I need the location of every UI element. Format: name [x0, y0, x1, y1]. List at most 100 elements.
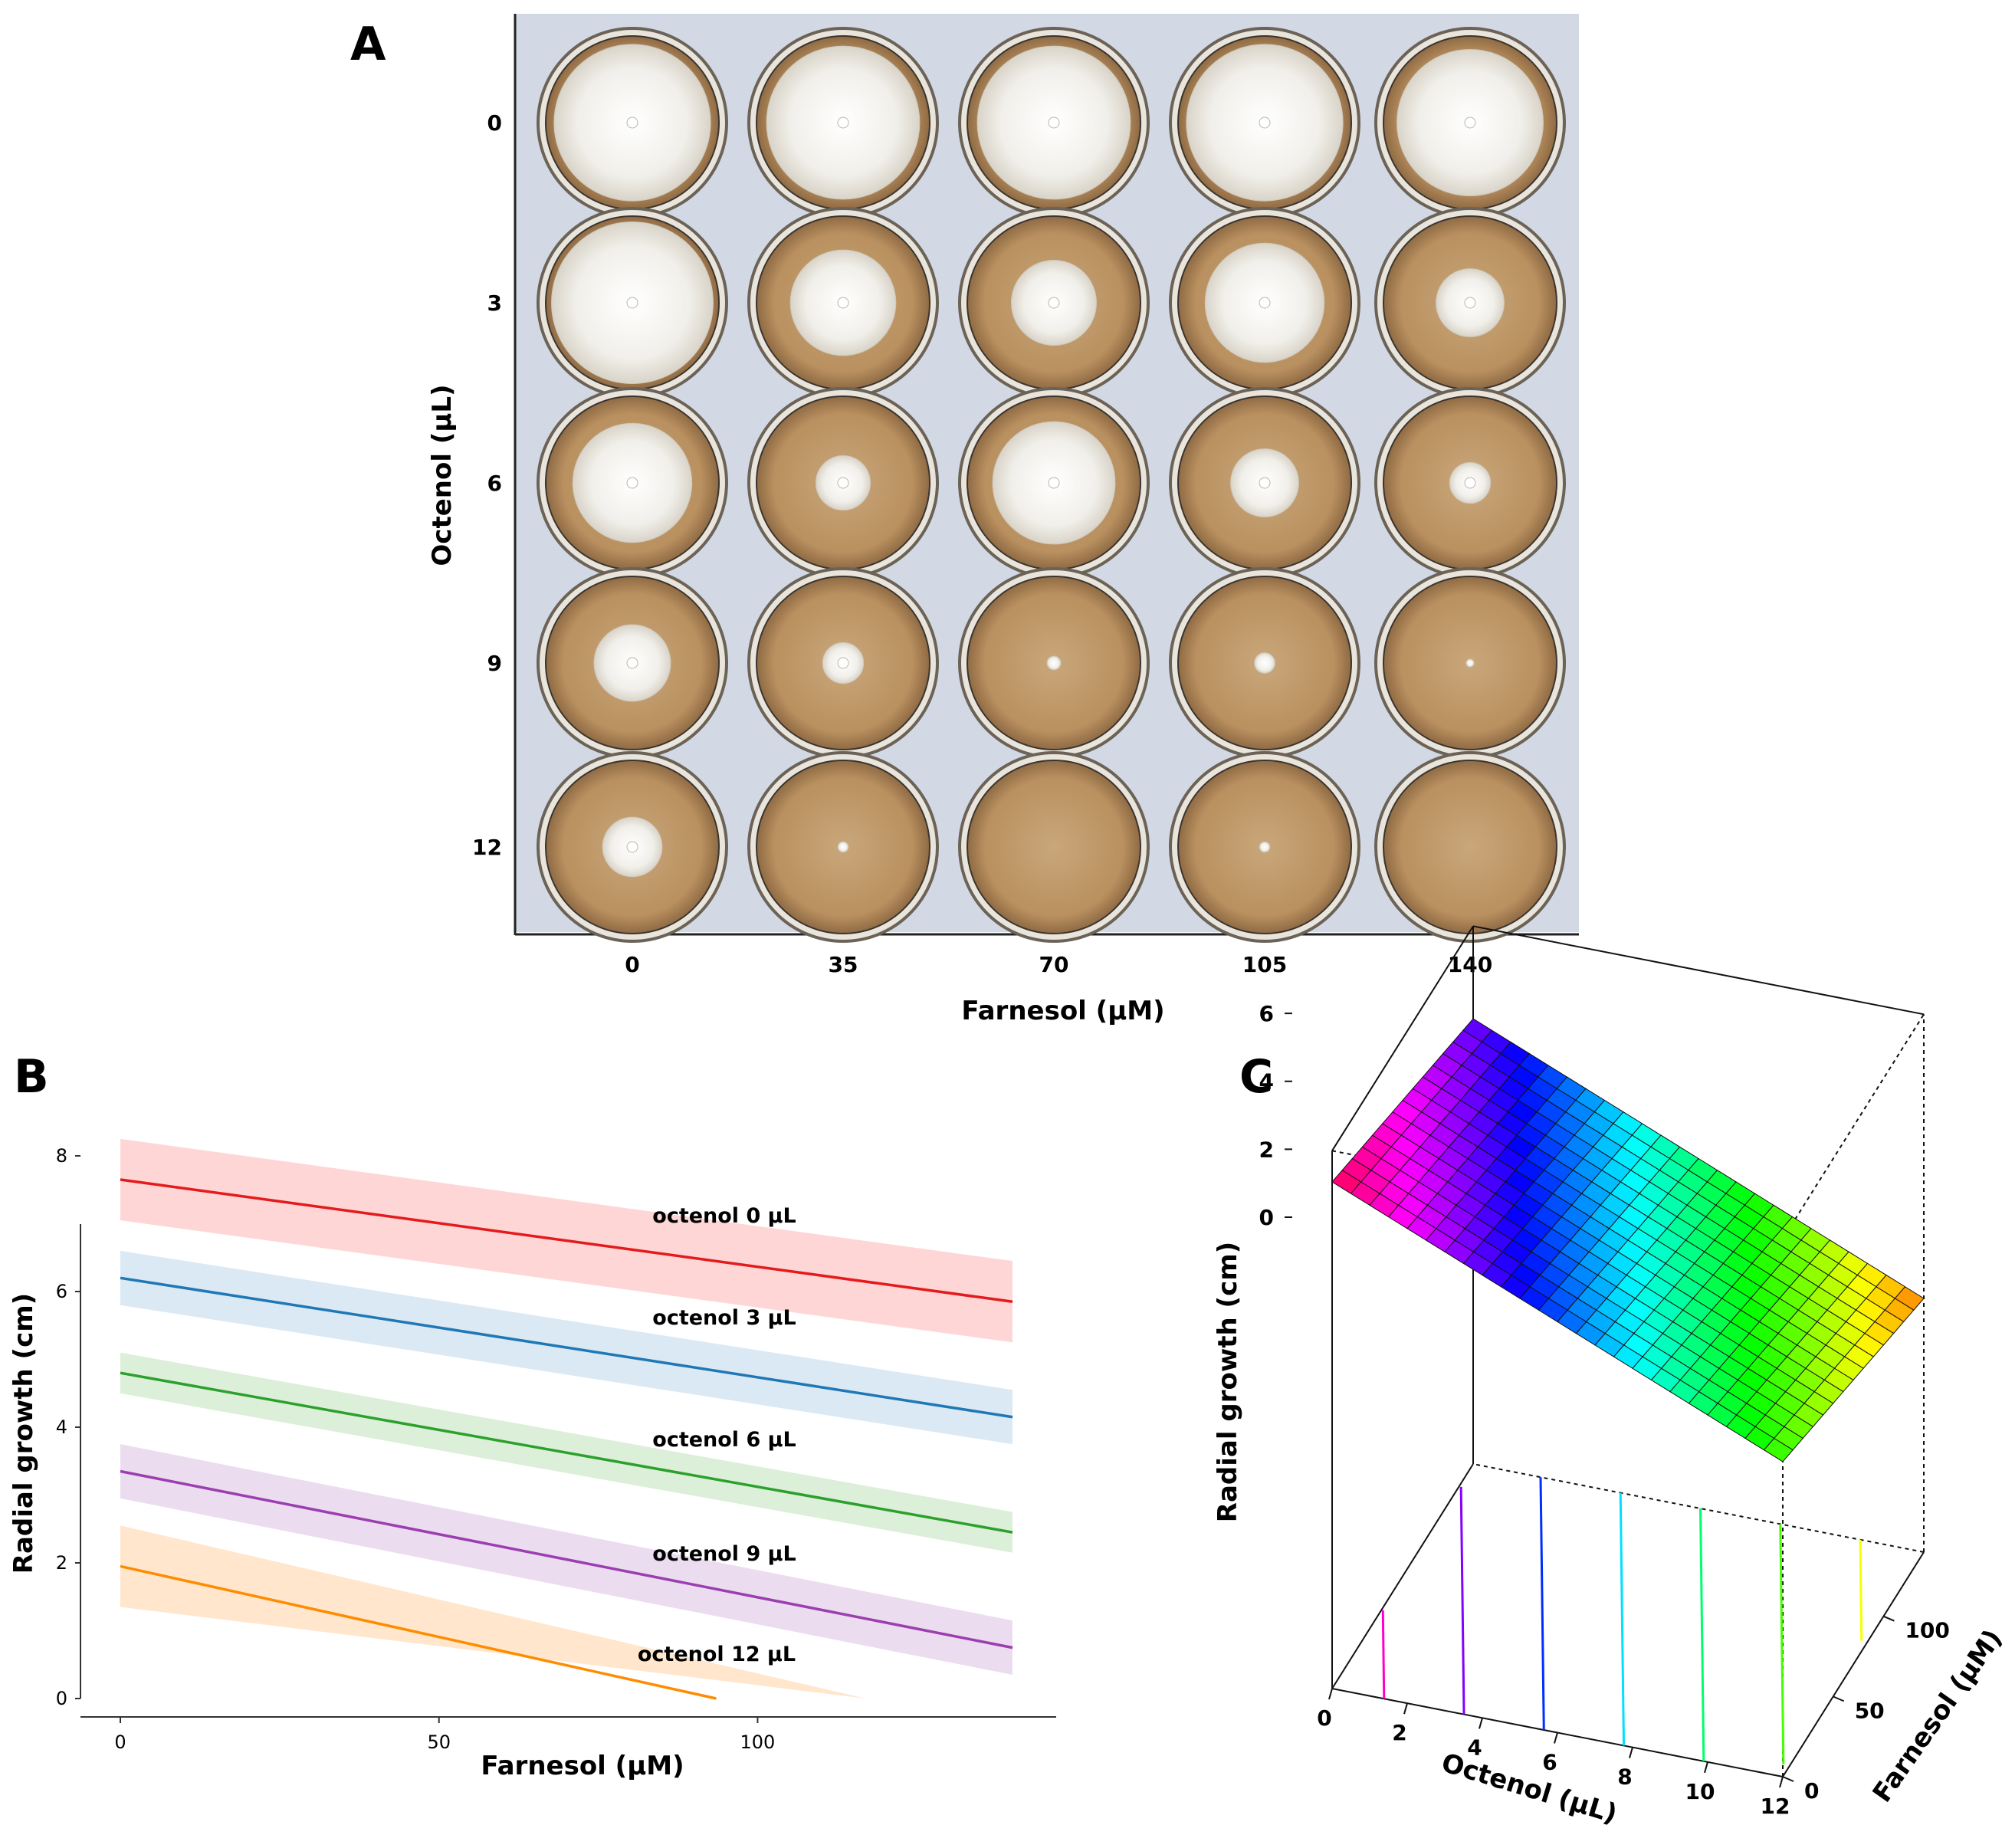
contour-line [1859, 1539, 1863, 1641]
colony-center [1048, 477, 1060, 489]
z-tick-label: 6 [1259, 1001, 1274, 1026]
colony-center [1048, 297, 1060, 309]
petri-plate [1374, 27, 1566, 218]
petri-plate [537, 387, 728, 579]
petri-plate [537, 751, 728, 943]
x-tick-label: 50 [427, 1731, 451, 1753]
y-tick-label: 4 [56, 1416, 67, 1438]
fungal-colony [1259, 841, 1271, 853]
panel-a-label: A [350, 18, 386, 71]
contour-line [1619, 1492, 1626, 1746]
box-edge [1331, 925, 1474, 1151]
box-edge [1472, 925, 1925, 1016]
line-chart: octenol 0 μL octenol 3 μL octenol 6 μL octe… [8, 1138, 1056, 1781]
x-tick-label: 12 [1761, 1794, 1790, 1819]
petri-plate [537, 207, 728, 399]
regression-line [120, 1564, 717, 1700]
y-tick-label: 0 [1804, 1778, 1819, 1804]
petri-plate [747, 27, 939, 218]
box-edge [1782, 1013, 1925, 1239]
colony-center [1259, 297, 1271, 309]
plate-y-tick: 3 [487, 290, 502, 316]
x-tick-label: 4 [1467, 1735, 1482, 1760]
contour-line [1459, 1486, 1465, 1715]
x-tick-label: 100 [740, 1731, 776, 1753]
z-tick-label: 4 [1259, 1069, 1274, 1095]
y-tick-label: 0 [56, 1688, 67, 1709]
petri-plate [1169, 27, 1360, 218]
petri-plate [747, 387, 939, 579]
series-label: octenol 3 μL [652, 1306, 796, 1330]
surface-y-title: Farnesol (μM) [1867, 1624, 2002, 1808]
line-chart-x-title: Farnesol (μM) [481, 1751, 684, 1781]
plate-x-tick: 105 [1242, 952, 1287, 977]
petri-plate [958, 207, 1150, 399]
plate-y-tick: 6 [487, 471, 502, 496]
fungal-colony [1254, 652, 1275, 674]
panel-b-label: B [14, 1050, 49, 1104]
colony-center [626, 477, 638, 489]
colony-center [837, 477, 849, 489]
plate-y-tick: 0 [487, 110, 502, 136]
petri-plate [1169, 567, 1360, 759]
y-tick-label: 50 [1855, 1698, 1885, 1723]
x-tick-mark [1704, 1761, 1708, 1774]
y-tick-label: 2 [56, 1552, 67, 1574]
x-tick-label: 6 [1542, 1750, 1557, 1775]
colony-center [1259, 477, 1271, 489]
colony-center [626, 297, 638, 309]
plate-x-tick: 35 [829, 952, 858, 977]
x-tick-mark [1479, 1718, 1483, 1729]
plate-y-tick: 9 [487, 651, 502, 676]
colony-center [626, 657, 638, 669]
contour-line [1779, 1524, 1785, 1764]
surface-facet [1763, 1437, 1794, 1462]
plate-x-tick: 0 [625, 952, 639, 977]
y-tick-mark [1782, 1776, 1794, 1782]
regression-line [120, 1178, 1013, 1304]
plate-x-title: Farnesol (μM) [961, 996, 1164, 1026]
x-tick-mark [1403, 1702, 1408, 1715]
box-edge [1782, 1551, 1925, 1777]
colony-center [626, 117, 638, 129]
petri-plate [747, 567, 939, 759]
z-tick-label: 0 [1259, 1205, 1274, 1230]
petri-plate [537, 567, 728, 759]
surface-x-title: Octenol (μL) [1438, 1748, 1621, 1830]
colony-center [837, 117, 849, 129]
series-label: octenol 0 μL [652, 1204, 796, 1228]
box-edge [1331, 1463, 1474, 1689]
colony-center [837, 657, 849, 669]
series-label: octenol 9 μL [652, 1542, 796, 1566]
petri-plate [747, 207, 939, 399]
x-tick-label: 2 [1392, 1720, 1406, 1745]
petri-plate [958, 567, 1150, 759]
colony-center [1464, 477, 1476, 489]
petri-plate [1374, 751, 1566, 943]
y-tick-mark [1833, 1695, 1845, 1702]
plate-y-tick: 12 [472, 835, 502, 860]
line-chart-y-title: Radial growth (cm) [8, 1293, 39, 1574]
series-label: octenol 6 μL [652, 1428, 796, 1452]
petri-plate [537, 27, 728, 218]
x-tick-label: 8 [1617, 1764, 1632, 1790]
colony-center [1464, 117, 1476, 129]
y-tick-label: 8 [56, 1145, 67, 1167]
contour-line [1539, 1477, 1545, 1731]
petri-plate [1374, 207, 1566, 399]
contour-line [1699, 1508, 1705, 1761]
y-tick-label: 6 [56, 1281, 67, 1302]
panel-c-label: C [1239, 1050, 1273, 1104]
petri-plate [958, 27, 1150, 218]
fungal-colony [1046, 655, 1062, 671]
petri-plate [958, 387, 1150, 579]
x-tick-label: 0 [114, 1731, 126, 1753]
regression-line [120, 1276, 1013, 1419]
petri-plate [1169, 751, 1360, 943]
petri-plate [1374, 387, 1566, 579]
x-tick-mark [1779, 1776, 1784, 1788]
plate-y-title: Octenol (μL) [427, 384, 458, 566]
petri-plate [747, 751, 939, 943]
colony-center [1464, 297, 1476, 309]
